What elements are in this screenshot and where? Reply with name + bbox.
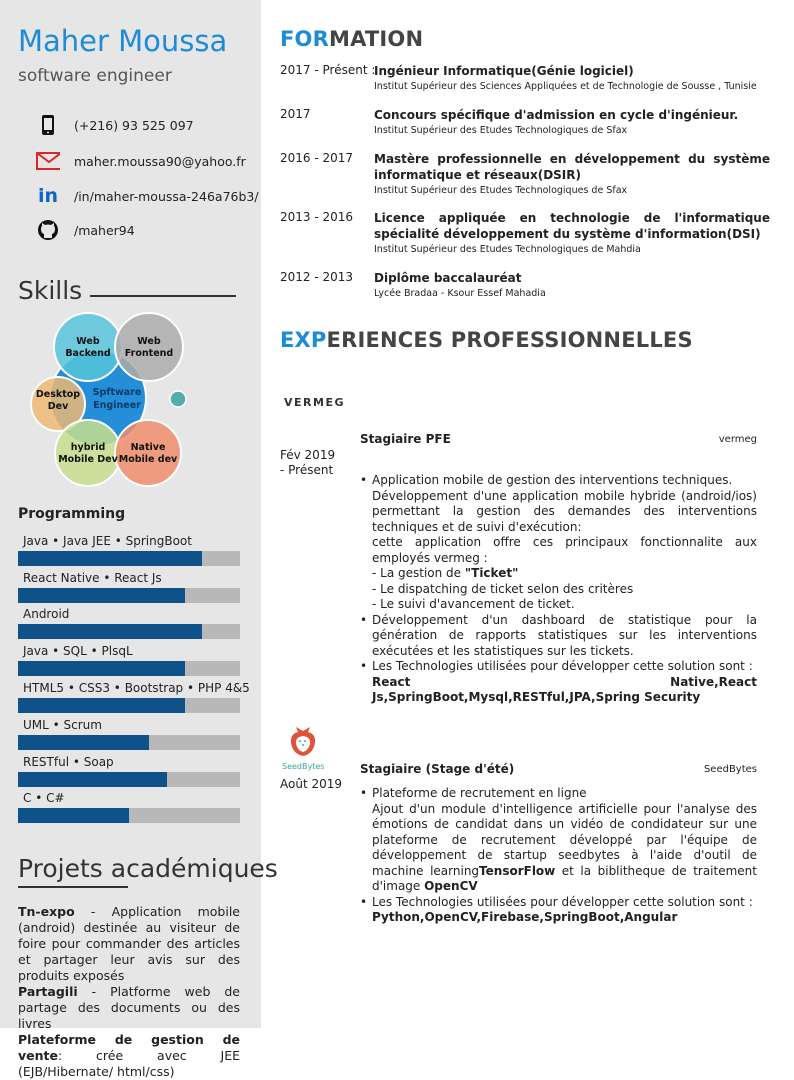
skill-label: HTML5 • CSS3 • Bootstrap • PHP 4&5	[23, 681, 250, 695]
profile-name: Maher Moussa	[18, 24, 228, 58]
skill-bar	[18, 624, 240, 639]
contact-phone: (+216) 93 525 097	[36, 114, 194, 136]
svg-text:Native: Native	[131, 442, 166, 453]
skill-bar-fill	[18, 624, 203, 639]
skill-bar-fill	[18, 551, 203, 566]
formation-degree: Mastère professionnelle en développement…	[374, 152, 770, 182]
formation-date: 2016 - 2017	[280, 151, 354, 165]
job-date: Août 2019	[280, 777, 343, 791]
svg-text:Web: Web	[137, 336, 161, 347]
formation-school: Institut Supérieur des Sciences Appliqué…	[374, 81, 757, 92]
skill-bar-fill	[18, 808, 129, 823]
github-icon	[36, 219, 60, 241]
contact-email[interactable]: maher.moussa90@yahoo.fr	[36, 150, 246, 172]
skill-label: React Native • React Js	[23, 571, 162, 585]
svg-text:Backend: Backend	[65, 348, 110, 359]
job-company: vermeg	[718, 434, 757, 445]
formation-title: FORMATION	[280, 27, 424, 51]
job-title: Stagiaire PFE	[360, 432, 451, 446]
bubble-native-mobile	[114, 419, 182, 487]
phone-icon	[36, 114, 60, 136]
formation-school: Institut Supérieur des Etudes Technologi…	[374, 125, 628, 136]
formation-degree: Concours spécifique d'admission en cycle…	[374, 108, 739, 122]
formation-date: 2013 - 2016	[280, 210, 354, 224]
skill-bar-fill	[18, 588, 185, 603]
skill-label: RESTful • Soap	[23, 755, 114, 769]
formation-school: Institut Supérieur des Etudes Technologi…	[374, 244, 641, 255]
profile-title: software engineer	[18, 66, 172, 86]
formation-item: 2013 - 2016 Licence appliquée en technolo…	[280, 210, 770, 255]
email-icon	[36, 150, 60, 172]
svg-text:Spftware: Spftware	[93, 387, 142, 398]
programming-title: Programming	[18, 506, 126, 522]
svg-text:Desktop: Desktop	[36, 389, 80, 400]
project-item: Tn-expo - Application mobile (android) d…	[18, 904, 240, 983]
formation-date: 2012 - 2013	[280, 270, 354, 284]
bubble-small	[169, 390, 187, 408]
skill-bar-fill	[18, 661, 185, 676]
svg-text:Web: Web	[76, 336, 100, 347]
seedbytes-logo: SeedBytes	[282, 724, 324, 771]
bubble-web-backend	[53, 312, 123, 382]
sidebar	[0, 0, 261, 1028]
job-title: Stagiaire (Stage d'été)	[360, 762, 515, 776]
job-date: Fév 2019- Présent	[280, 448, 336, 477]
projects-title: Projets académiques	[18, 854, 278, 883]
projects-list: Tn-expo - Application mobile (android) d…	[18, 904, 240, 1080]
divider	[90, 295, 236, 297]
skill-label: UML • Scrum	[23, 718, 102, 732]
vermeg-logo: VERMEG	[284, 396, 345, 409]
formation-item: 2012 - 2013 Diplôme baccalauréat Lycée Bra…	[280, 270, 770, 299]
skill-label: Java • SQL • PlsqL	[23, 644, 133, 658]
divider	[18, 886, 128, 888]
bubble-web-frontend	[114, 312, 184, 382]
job-bullets: Plateforme de recrutement en ligneAjout …	[360, 786, 757, 926]
skill-bar	[18, 735, 240, 750]
bubble-hybrid-mobile	[54, 419, 122, 487]
formation-item: 2017 - Présent : Ingénieur Informatique(G…	[280, 63, 770, 92]
bubble-desktop-dev	[30, 376, 86, 432]
linkedin-icon: in	[37, 185, 59, 207]
svg-text:hybrid: hybrid	[71, 442, 106, 453]
formation-item: 2016 - 2017 Mastère professionnelle en dé…	[280, 151, 770, 196]
formation-date: 2017 - Présent :	[280, 63, 376, 77]
formation-degree: Licence appliquée en technologie de l'in…	[374, 211, 770, 241]
experience-title: EXPERIENCES PROFESSIONNELLES	[280, 328, 693, 352]
skill-bar	[18, 808, 240, 823]
skills-title: Skills	[18, 276, 83, 305]
svg-text:Mobile Dev: Mobile Dev	[58, 454, 118, 465]
formation-item: 2017 Concours spécifique d'admission en c…	[280, 107, 770, 136]
skill-bar-fill	[18, 698, 185, 713]
svg-text:Mobile dev: Mobile dev	[119, 454, 178, 465]
skill-label: Java • Java JEE • SpringBoot	[23, 534, 192, 548]
job-bullets: Application mobile de gestion des interv…	[360, 473, 757, 706]
svg-text:Engineer: Engineer	[93, 400, 141, 411]
svg-text:Frontend: Frontend	[125, 348, 173, 359]
formation-date: 2017	[280, 107, 311, 121]
formation-degree: Diplôme baccalauréat	[374, 271, 522, 285]
formation-school: Institut Supérieur des Etudes Technologi…	[374, 185, 628, 196]
skill-bar	[18, 588, 240, 603]
skill-bar	[18, 698, 240, 713]
skill-label: C • C#	[23, 791, 65, 805]
formation-school: Lycée Bradaa - Ksour Essef Mahadia	[374, 288, 546, 299]
skill-bar	[18, 772, 240, 787]
skill-bar	[18, 551, 240, 566]
skill-label: Android	[23, 607, 70, 621]
skill-bar-fill	[18, 772, 167, 787]
contact-github[interactable]: /maher94	[36, 219, 135, 241]
contact-linkedin[interactable]: in /in/maher-moussa-246a76b3/	[37, 185, 259, 207]
skill-bar-fill	[18, 735, 149, 750]
formation-degree: Ingénieur Informatique(Génie logiciel)	[374, 64, 634, 78]
job-company: SeedBytes	[703, 764, 757, 775]
skill-bar	[18, 661, 240, 676]
svg-text:Dev: Dev	[48, 401, 69, 412]
project-item: Plateforme de gestion de vente: crée ave…	[18, 1032, 240, 1079]
project-item: Partagili - Platforme web de partage des…	[18, 984, 240, 1031]
